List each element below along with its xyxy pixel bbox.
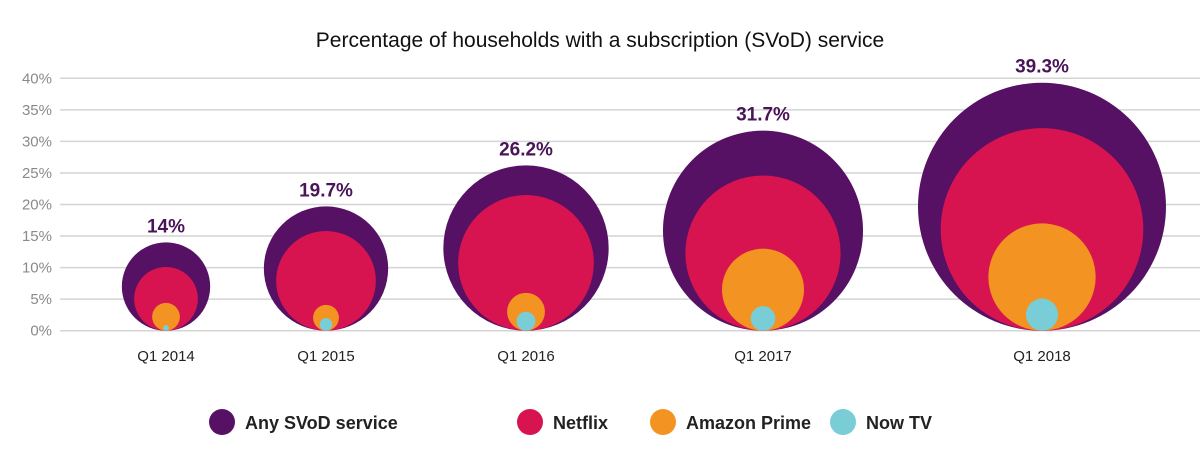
legend-label: Any SVoD service	[245, 413, 398, 433]
legend-label: Netflix	[553, 413, 608, 433]
bubble-now-tv	[319, 318, 333, 331]
legend-marker	[209, 409, 235, 435]
bubble-amazon-prime	[313, 304, 339, 331]
bubble-now-tv	[750, 306, 776, 331]
legend-marker	[517, 409, 543, 435]
x-tick-label: Q1 2018	[1013, 348, 1071, 365]
bubble-now-tv	[1025, 298, 1059, 331]
bubble-now-tv	[516, 311, 536, 331]
legend-label: Amazon Prime	[686, 413, 811, 433]
bubble-amazon-prime	[988, 223, 1096, 331]
data-label: 39.3%	[1015, 57, 1069, 78]
bubble-netflix	[276, 231, 376, 331]
bubble-now-tv	[163, 325, 169, 331]
bubble-netflix	[458, 195, 594, 331]
data-label: 19.7%	[299, 180, 353, 201]
bubble-amazon-prime	[721, 248, 805, 331]
y-tick-label: 25%	[22, 165, 52, 182]
data-label: 31.7%	[736, 105, 790, 126]
y-tick-label: 40%	[22, 70, 52, 87]
y-tick-label: 10%	[22, 260, 52, 277]
y-tick-label: 35%	[22, 102, 52, 119]
y-tick-label: 0%	[30, 323, 52, 340]
y-tick-label: 5%	[30, 291, 52, 308]
x-axis: Q1 2014 Q1 2015 Q1 2016 Q1 2017 Q1 2018	[137, 348, 1071, 365]
y-axis: 0% 5% 10% 15% 20% 25% 30% 35% 40%	[22, 70, 52, 339]
chart-title: Percentage of households with a subscrip…	[316, 29, 884, 52]
y-tick-label: 15%	[22, 228, 52, 245]
y-tick-label: 20%	[22, 197, 52, 214]
x-tick-label: Q1 2016	[497, 348, 555, 365]
x-tick-label: Q1 2017	[734, 348, 792, 365]
legend-label: Now TV	[866, 413, 932, 433]
grid	[60, 77, 1200, 332]
legend-marker	[650, 409, 676, 435]
bubble-amazon-prime	[152, 302, 180, 331]
legend-marker	[830, 409, 856, 435]
bubbles	[121, 82, 1166, 331]
data-labels: 14% 19.7% 26.2% 31.7% 39.3%	[147, 57, 1069, 238]
bubble-netflix	[134, 266, 198, 331]
x-tick-label: Q1 2014	[137, 348, 195, 365]
x-tick-label: Q1 2015	[297, 348, 355, 365]
legend: Any SVoD service Netflix Amazon Prime Now T…	[209, 409, 932, 435]
data-label: 26.2%	[499, 139, 553, 160]
y-tick-label: 30%	[22, 133, 52, 150]
data-label: 14%	[147, 216, 185, 237]
